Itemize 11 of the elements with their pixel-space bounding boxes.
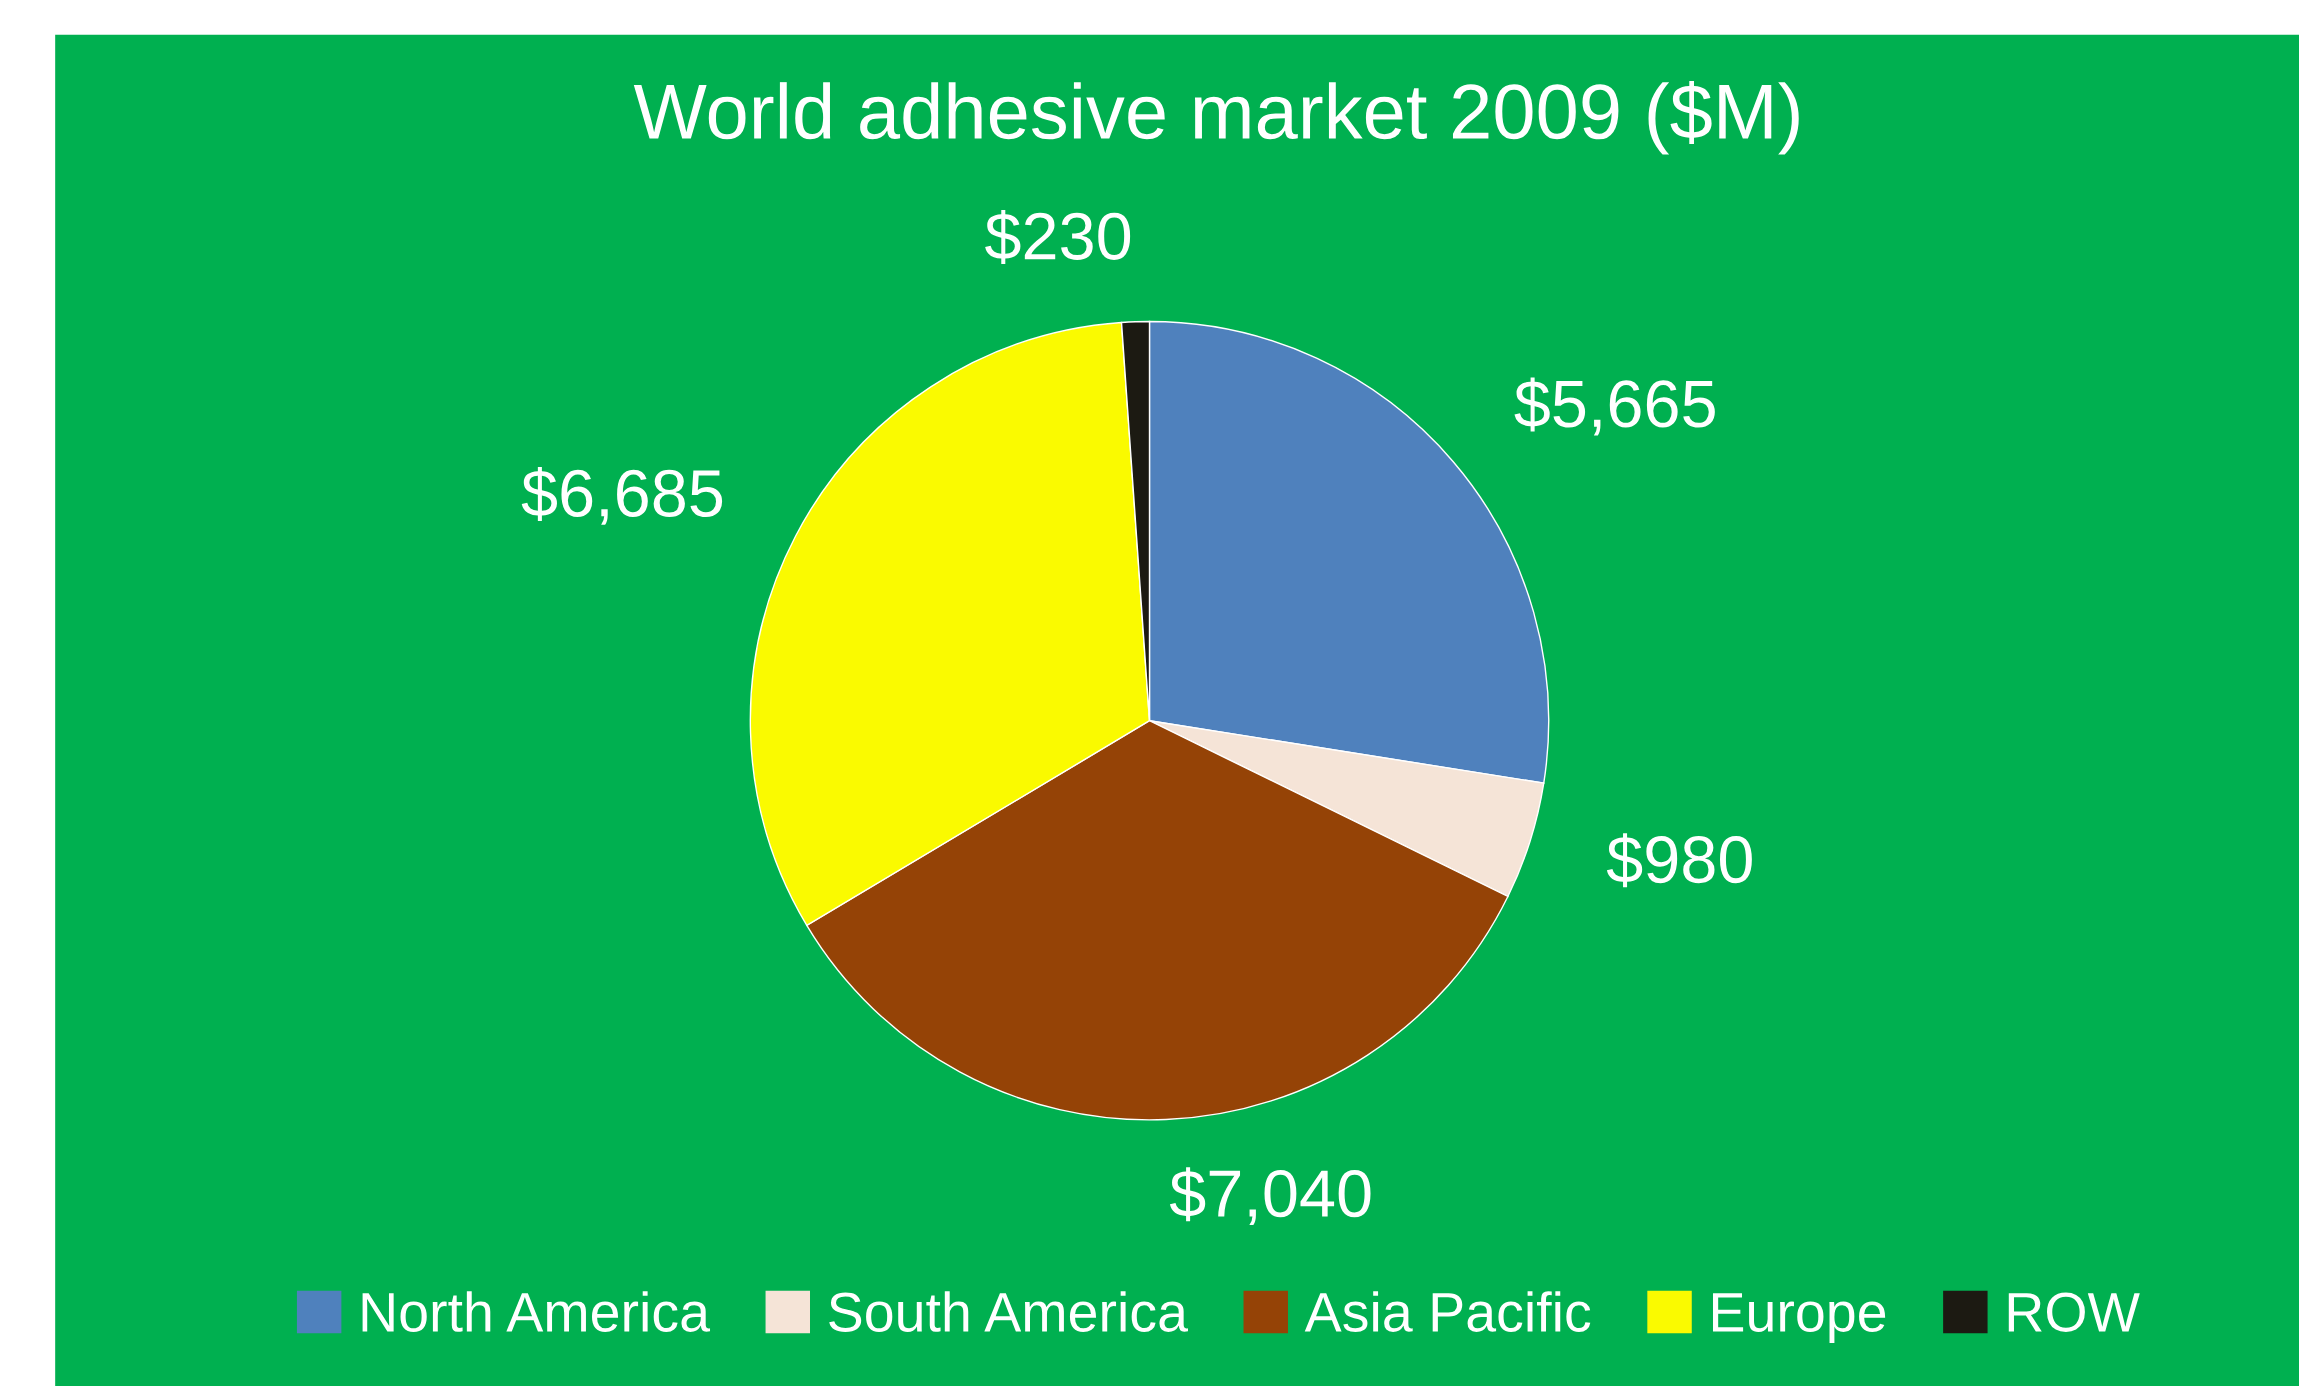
chart-title: World adhesive market 2009 ($M) bbox=[633, 80, 1799, 155]
data-label: $6,685 bbox=[521, 466, 723, 525]
legend-label: Asia Pacific bbox=[1304, 1291, 1591, 1332]
legend-label: North America bbox=[362, 1291, 711, 1332]
data-label: $230 bbox=[985, 209, 1131, 264]
legend-label: ROW bbox=[2008, 1292, 2140, 1332]
legend-label: Europe bbox=[1712, 1293, 1886, 1343]
data-label: $5,665 bbox=[1514, 377, 1715, 436]
legend-label: South America bbox=[829, 1291, 1188, 1332]
data-label: $980 bbox=[1606, 833, 1752, 888]
data-label: $7,040 bbox=[1169, 1167, 1371, 1226]
